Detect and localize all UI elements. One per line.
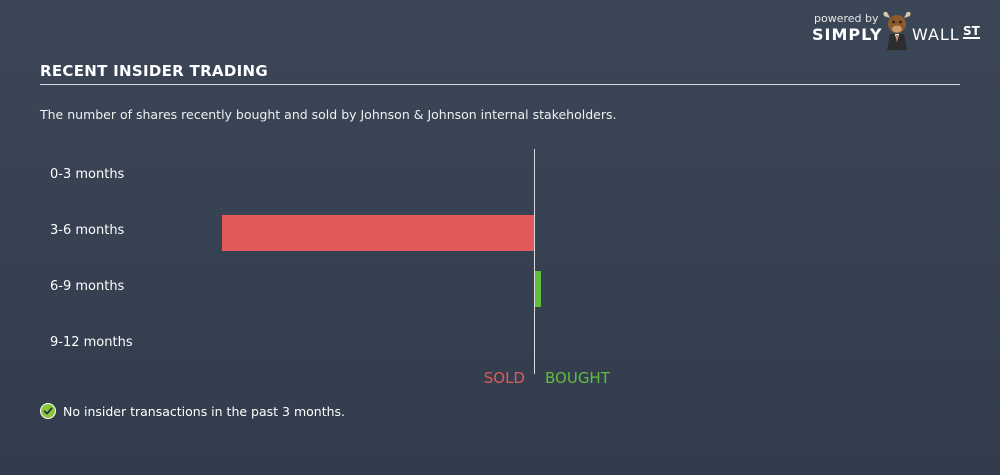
title-divider bbox=[40, 84, 960, 85]
logo-simply-text: SIMPLY bbox=[812, 25, 883, 44]
sold-bar bbox=[222, 215, 534, 251]
powered-by-text: powered by bbox=[814, 12, 879, 25]
category-label: 6-9 months bbox=[50, 279, 125, 294]
section-title: RECENT INSIDER TRADING bbox=[40, 62, 268, 80]
category-label: 0-3 months bbox=[50, 167, 125, 182]
zero-axis-line bbox=[534, 149, 535, 374]
checkmark-icon bbox=[40, 403, 56, 419]
bought-bar bbox=[535, 271, 542, 307]
insider-note: No insider transactions in the past 3 mo… bbox=[40, 403, 345, 419]
sold-legend-label: SOLD bbox=[483, 369, 525, 387]
section-subtitle: The number of shares recently bought and… bbox=[40, 107, 617, 122]
bull-mascot-icon bbox=[883, 11, 911, 50]
note-text: No insider transactions in the past 3 mo… bbox=[63, 403, 346, 419]
category-label: 3-6 months bbox=[50, 223, 125, 238]
bought-legend-label: BOUGHT bbox=[545, 369, 610, 387]
category-label: 9-12 months bbox=[50, 335, 133, 350]
logo-st-text: ST bbox=[963, 24, 980, 39]
logo-wall-text: WALL bbox=[912, 25, 960, 44]
simply-wall-st-logo: powered by SIMPLY WALL ST bbox=[812, 10, 984, 50]
